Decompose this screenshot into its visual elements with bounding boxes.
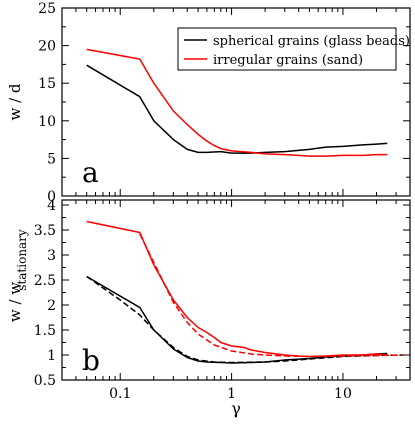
x-tick-label-b: 10	[334, 386, 352, 402]
y-tick-label-b: 2.5	[34, 273, 56, 289]
panel-a-ticks: 0 5 10 15 20 25	[38, 1, 411, 205]
panel-a-ylabel: w / d	[6, 83, 24, 120]
y-tick-label-a: 10	[38, 114, 56, 130]
panel-b-label: b	[82, 344, 100, 377]
panel-b-ylabel-subscript: stationary	[15, 229, 29, 291]
legend-label-spherical: spherical grains (glass beads)	[213, 34, 410, 49]
y-tick-label-a: 15	[38, 76, 56, 92]
y-tick-label-b: 1.5	[34, 323, 56, 339]
y-tick-label-a: 5	[47, 151, 56, 167]
y-tick-label-b: 1	[47, 348, 56, 364]
y-tick-label-a: 25	[38, 1, 56, 17]
panel-b-ticks: 0.1 1 10 0.5 1 1.5 2 2.5 3 3.5 4	[34, 198, 411, 402]
panel-b-xlabel: γ	[231, 399, 241, 418]
y-tick-label-b: 3	[47, 248, 56, 264]
y-tick-label-a: 0	[47, 189, 56, 205]
y-tick-label-b: 4	[47, 198, 56, 214]
legend-box	[177, 27, 397, 71]
series-line-b-2	[86, 220, 388, 358]
panel-b-frame	[61, 199, 411, 381]
x-tick-label-b: 0.1	[109, 386, 131, 402]
series-line-b-1	[86, 275, 404, 364]
series-line-a-1	[86, 48, 388, 157]
y-tick-label-b: 3.5	[34, 223, 56, 239]
legend: spherical grains (glass beads) irregular…	[177, 27, 410, 71]
y-tick-label-a: 20	[38, 39, 56, 55]
y-tick-label-b: 2	[47, 298, 56, 314]
series-line-a-0	[86, 64, 388, 154]
y-tick-label-b: 0.5	[34, 373, 56, 389]
panel-a-series	[86, 48, 388, 157]
series-line-b-0	[86, 275, 388, 364]
panel-b-ylabel-group: w / w stationary	[6, 229, 29, 322]
panel-a-label: a	[82, 156, 99, 189]
legend-label-irregular: irregular grains (sand)	[213, 53, 363, 68]
x-tick-label-b: 1	[227, 386, 236, 402]
series-line-b-3	[139, 233, 404, 358]
panel-b-series	[86, 220, 404, 364]
panel-b-ylabel: w / w	[6, 282, 24, 322]
